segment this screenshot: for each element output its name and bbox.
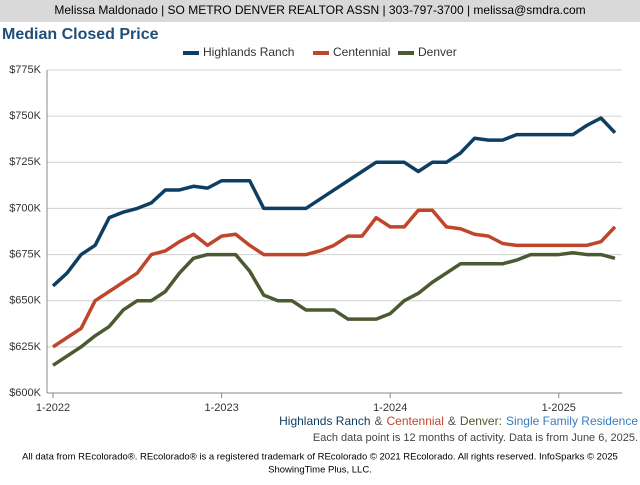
x-tick-label: 1-2025: [542, 402, 576, 414]
caption-part: &: [375, 414, 383, 428]
y-tick-label: $600K: [9, 387, 41, 399]
caption-part: Highlands Ranch: [279, 414, 370, 428]
legend: Highlands Ranch Centennial Denver: [183, 45, 457, 59]
chart-title: Median Closed Price: [2, 26, 159, 43]
legend-label: Highlands Ranch: [203, 45, 294, 59]
header: Melissa Maldonado | SO METRO DENVER REAL…: [54, 3, 585, 17]
y-tick-label: $700K: [9, 202, 41, 214]
line-series: [52, 208, 617, 349]
y-tick-label: $775K: [9, 64, 41, 76]
caption: Highlands Ranch & Centennial & Denver: Single…: [279, 414, 638, 428]
header-bar: [0, 0, 640, 22]
line-series: [52, 250, 616, 367]
caption-part: Single Family Residence: [506, 414, 638, 428]
y-tick-label: $675K: [9, 248, 41, 260]
y-tick-label: $625K: [9, 341, 41, 353]
y-tick-label: $650K: [9, 295, 41, 307]
y-tick-label: $750K: [9, 110, 41, 122]
line-series: [51, 116, 617, 288]
caption-part: Centennial: [387, 414, 444, 428]
x-tick-label: 1-2024: [373, 402, 407, 414]
caption-part: Denver:: [460, 414, 502, 428]
footer: ShowingTime Plus, LLC.: [268, 465, 372, 476]
footer: All data from REcolorado®. REcolorado® i…: [22, 452, 618, 463]
caption-part: &: [448, 414, 456, 428]
legend-label: Centennial: [333, 45, 390, 59]
x-tick-label: 1-2023: [204, 402, 238, 414]
y-tick-label: $725K: [9, 156, 41, 168]
legend-label: Denver: [418, 45, 457, 59]
note: Each data point is 12 months of activity…: [313, 432, 638, 444]
x-tick-label: 1-2022: [36, 402, 70, 414]
